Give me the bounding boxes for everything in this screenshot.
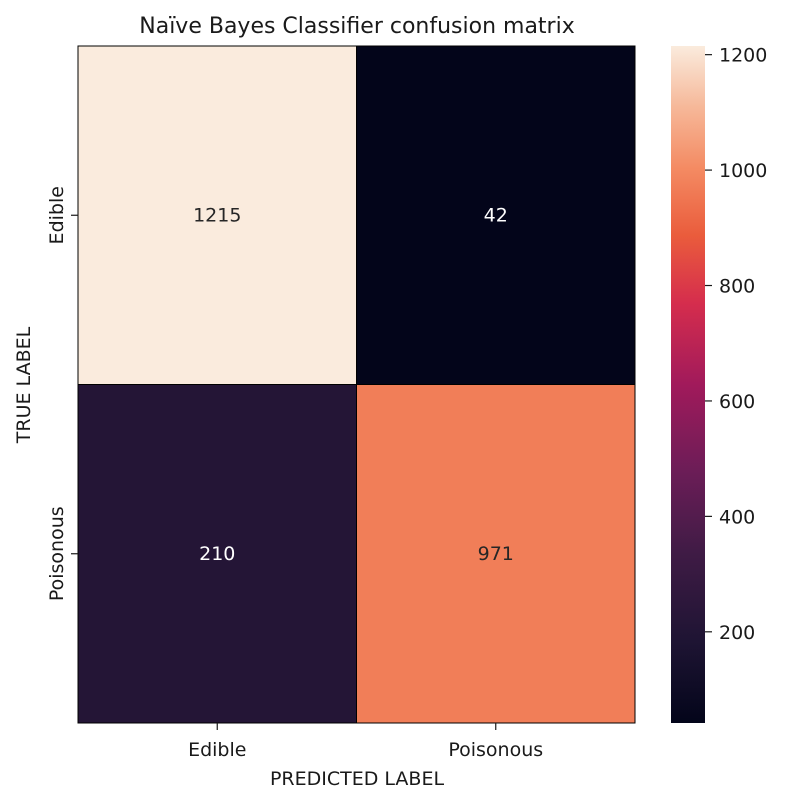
heatmap-cell	[77, 45, 357, 385]
colorbar-tick-label: 600	[719, 391, 755, 413]
cell-value-label: 1215	[193, 204, 241, 226]
x-axis-ticks: Edible Poisonous	[188, 723, 543, 761]
x-tick-label: Edible	[188, 739, 246, 761]
heatmap-cell	[77, 384, 357, 724]
colorbar-tick-label: 1200	[719, 45, 767, 67]
y-axis-ticks: Edible Poisonous	[46, 186, 78, 601]
y-tick-label: Poisonous	[46, 506, 68, 601]
cell-value-label: 971	[478, 543, 514, 565]
cell-value-label: 210	[199, 543, 235, 565]
colorbar-tick-label: 800	[719, 276, 755, 298]
colorbar-tick-label: 400	[719, 506, 755, 528]
heatmap-cell-labels: 1215 42 210 971	[193, 204, 514, 565]
colorbar	[671, 46, 705, 723]
x-tick-label: Poisonous	[448, 739, 543, 761]
colorbar-tick-label: 200	[719, 622, 755, 644]
heatmap-cell	[356, 384, 636, 724]
x-axis-label: PREDICTED LABEL	[270, 768, 445, 790]
y-tick-label: Edible	[46, 186, 68, 244]
y-axis-label: TRUE LABEL	[13, 326, 35, 444]
heatmap-cells	[77, 45, 636, 724]
colorbar-ticks: 200 400 600 800 1000 1200	[705, 45, 767, 644]
chart-title: Naïve Bayes Classifier confusion matrix	[139, 14, 574, 39]
cell-value-label: 42	[484, 204, 508, 226]
colorbar-tick-label: 1000	[719, 160, 767, 182]
heatmap-cell	[356, 45, 636, 385]
